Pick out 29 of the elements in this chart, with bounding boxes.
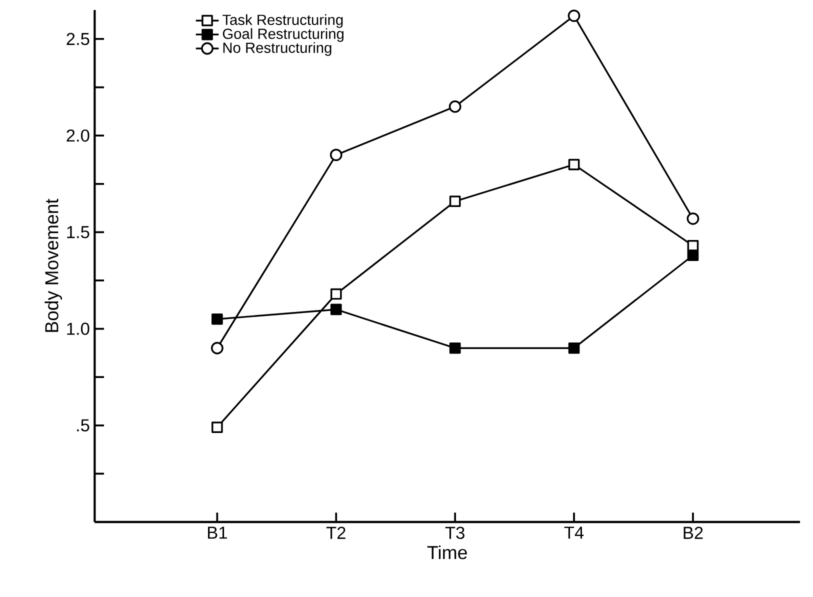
- point: [330, 148, 342, 162]
- y-tick-label: 1.0: [67, 322, 90, 335]
- point: [686, 212, 700, 225]
- point: [687, 250, 699, 262]
- x-tick-label: B2: [684, 526, 703, 539]
- y-tick-label: 1.5: [67, 226, 90, 238]
- point: [568, 158, 580, 170]
- point: [330, 304, 342, 316]
- x-axis-title: Time: [427, 545, 467, 560]
- x-tick-label: T2: [326, 526, 346, 539]
- legend-label: Goal Restructuring: [222, 28, 344, 42]
- y-axis-title: Body Movement: [44, 198, 62, 332]
- x-tick-label: T4: [564, 526, 584, 539]
- x-tick-label: B1: [208, 526, 227, 539]
- point: [212, 422, 223, 433]
- point: [568, 342, 580, 354]
- y-tick-label: 2.0: [66, 129, 90, 142]
- point: [449, 196, 461, 207]
- point: [568, 10, 580, 22]
- x-tick-label: T3: [445, 526, 464, 539]
- y-tick-label: 2.5: [66, 32, 90, 46]
- legend-label: Task Restructuring: [222, 14, 343, 28]
- y-tick-label: .5: [77, 419, 90, 432]
- point: [330, 288, 342, 300]
- point: [449, 342, 461, 354]
- legend-label: No Restructuring: [223, 42, 332, 56]
- point: [210, 342, 224, 354]
- point: [448, 100, 462, 113]
- point: [212, 313, 223, 325]
